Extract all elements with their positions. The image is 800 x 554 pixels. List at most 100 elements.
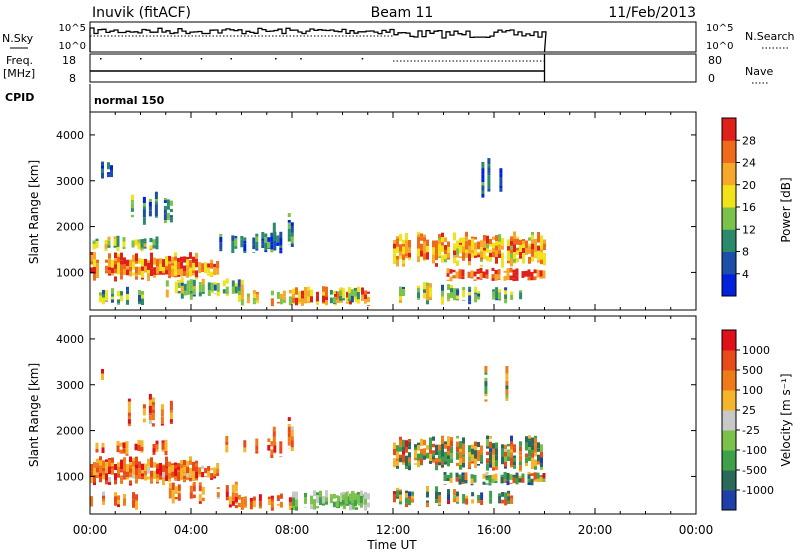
echo-cell <box>183 290 187 296</box>
echo-cell <box>435 250 438 255</box>
echo-cell <box>120 264 123 272</box>
echo-cell <box>127 419 131 424</box>
echo-cell <box>156 481 159 484</box>
echo-cell <box>292 491 295 496</box>
colorbar-segment <box>722 490 736 511</box>
echo-cell <box>225 294 229 296</box>
echo-cell <box>513 444 516 448</box>
echo-cell <box>396 496 399 499</box>
echo-cell <box>171 463 174 466</box>
echo-cell <box>489 239 492 245</box>
echo-cell <box>534 256 537 258</box>
echo-cell <box>534 444 537 453</box>
echo-cell <box>307 296 310 302</box>
echo-cell <box>471 253 474 258</box>
echo-cell <box>432 240 435 248</box>
echo-cell <box>335 501 339 507</box>
echo-cell <box>168 261 172 265</box>
echo-cell <box>290 436 294 441</box>
echo-cell <box>528 447 531 450</box>
echo-cell <box>426 293 429 301</box>
echo-cell <box>487 183 491 189</box>
echo-cell <box>462 457 465 463</box>
echo-cell <box>132 254 135 263</box>
echo-cell <box>126 259 129 267</box>
echo-cell <box>198 292 202 296</box>
echo-cell <box>513 238 516 245</box>
echo-cell <box>153 462 156 468</box>
echo-cell <box>148 210 152 215</box>
echo-cell <box>132 474 135 479</box>
echo-cell <box>495 455 498 461</box>
echo-cell <box>443 484 447 485</box>
echo-cell <box>539 276 543 279</box>
echo-cell <box>447 500 450 505</box>
echo-cell <box>405 240 408 247</box>
echo-cell <box>449 276 453 282</box>
echo-cell <box>171 263 175 266</box>
echo-cell <box>495 245 498 251</box>
echo-cell <box>325 296 328 301</box>
echo-cell <box>237 295 241 302</box>
echo-cell <box>438 244 441 251</box>
echo-cell <box>210 282 214 289</box>
echo-cell <box>486 235 489 244</box>
echo-cell <box>153 476 156 479</box>
echo-cell <box>120 480 123 484</box>
echo-cell <box>486 435 489 440</box>
echo-cell <box>195 460 198 466</box>
echo-cell <box>270 246 274 250</box>
echo-cell <box>500 476 504 484</box>
echo-cell <box>536 269 540 274</box>
echo-cell <box>521 271 525 278</box>
echo-cell <box>525 240 528 249</box>
echo-cell <box>519 461 522 466</box>
echo-cell <box>270 495 274 499</box>
echo-cell <box>290 236 294 244</box>
echo-cell <box>501 261 504 268</box>
echo-cell <box>316 295 319 302</box>
echo-cell <box>528 246 531 254</box>
echo-cell <box>352 504 355 510</box>
echo-cell <box>420 256 423 258</box>
echo-cell <box>417 460 420 468</box>
echo-cell <box>479 278 483 280</box>
echo-cell <box>164 442 168 445</box>
echo-cell <box>528 256 531 261</box>
echo-cell <box>141 298 144 305</box>
echo-cell <box>499 173 503 178</box>
echo-cell <box>237 279 241 287</box>
echo-cell <box>107 174 110 178</box>
echo-cell <box>195 463 199 467</box>
echo-cell <box>441 467 444 469</box>
echo-cell <box>507 254 510 261</box>
echo-cell <box>108 264 111 268</box>
echo-cell <box>216 288 220 292</box>
echo-cell <box>105 467 108 474</box>
echo-cell <box>216 472 220 477</box>
echo-cell <box>192 294 196 297</box>
echo-cell <box>166 205 170 210</box>
echo-cell <box>156 473 160 478</box>
echo-cell <box>138 461 141 469</box>
velocity-x-axis <box>89 316 697 514</box>
echo-cell <box>243 450 247 453</box>
echo-cell <box>90 267 93 274</box>
echo-cell <box>225 497 229 501</box>
echo-cell <box>231 241 235 248</box>
echo-cell <box>116 235 120 239</box>
echo-cell <box>519 292 523 300</box>
echo-cell <box>216 268 220 275</box>
echo-cell <box>332 302 336 304</box>
echo-cell <box>399 501 402 505</box>
echo-cell <box>267 496 271 499</box>
echo-cell <box>491 474 495 479</box>
echo-cell <box>99 456 102 461</box>
echo-cell <box>154 191 158 200</box>
echo-cell <box>322 302 325 304</box>
echo-cell <box>177 490 181 494</box>
echo-cell <box>468 291 472 296</box>
echo-cell <box>417 445 420 451</box>
echo-cell <box>474 464 477 468</box>
echo-cell <box>492 448 495 455</box>
